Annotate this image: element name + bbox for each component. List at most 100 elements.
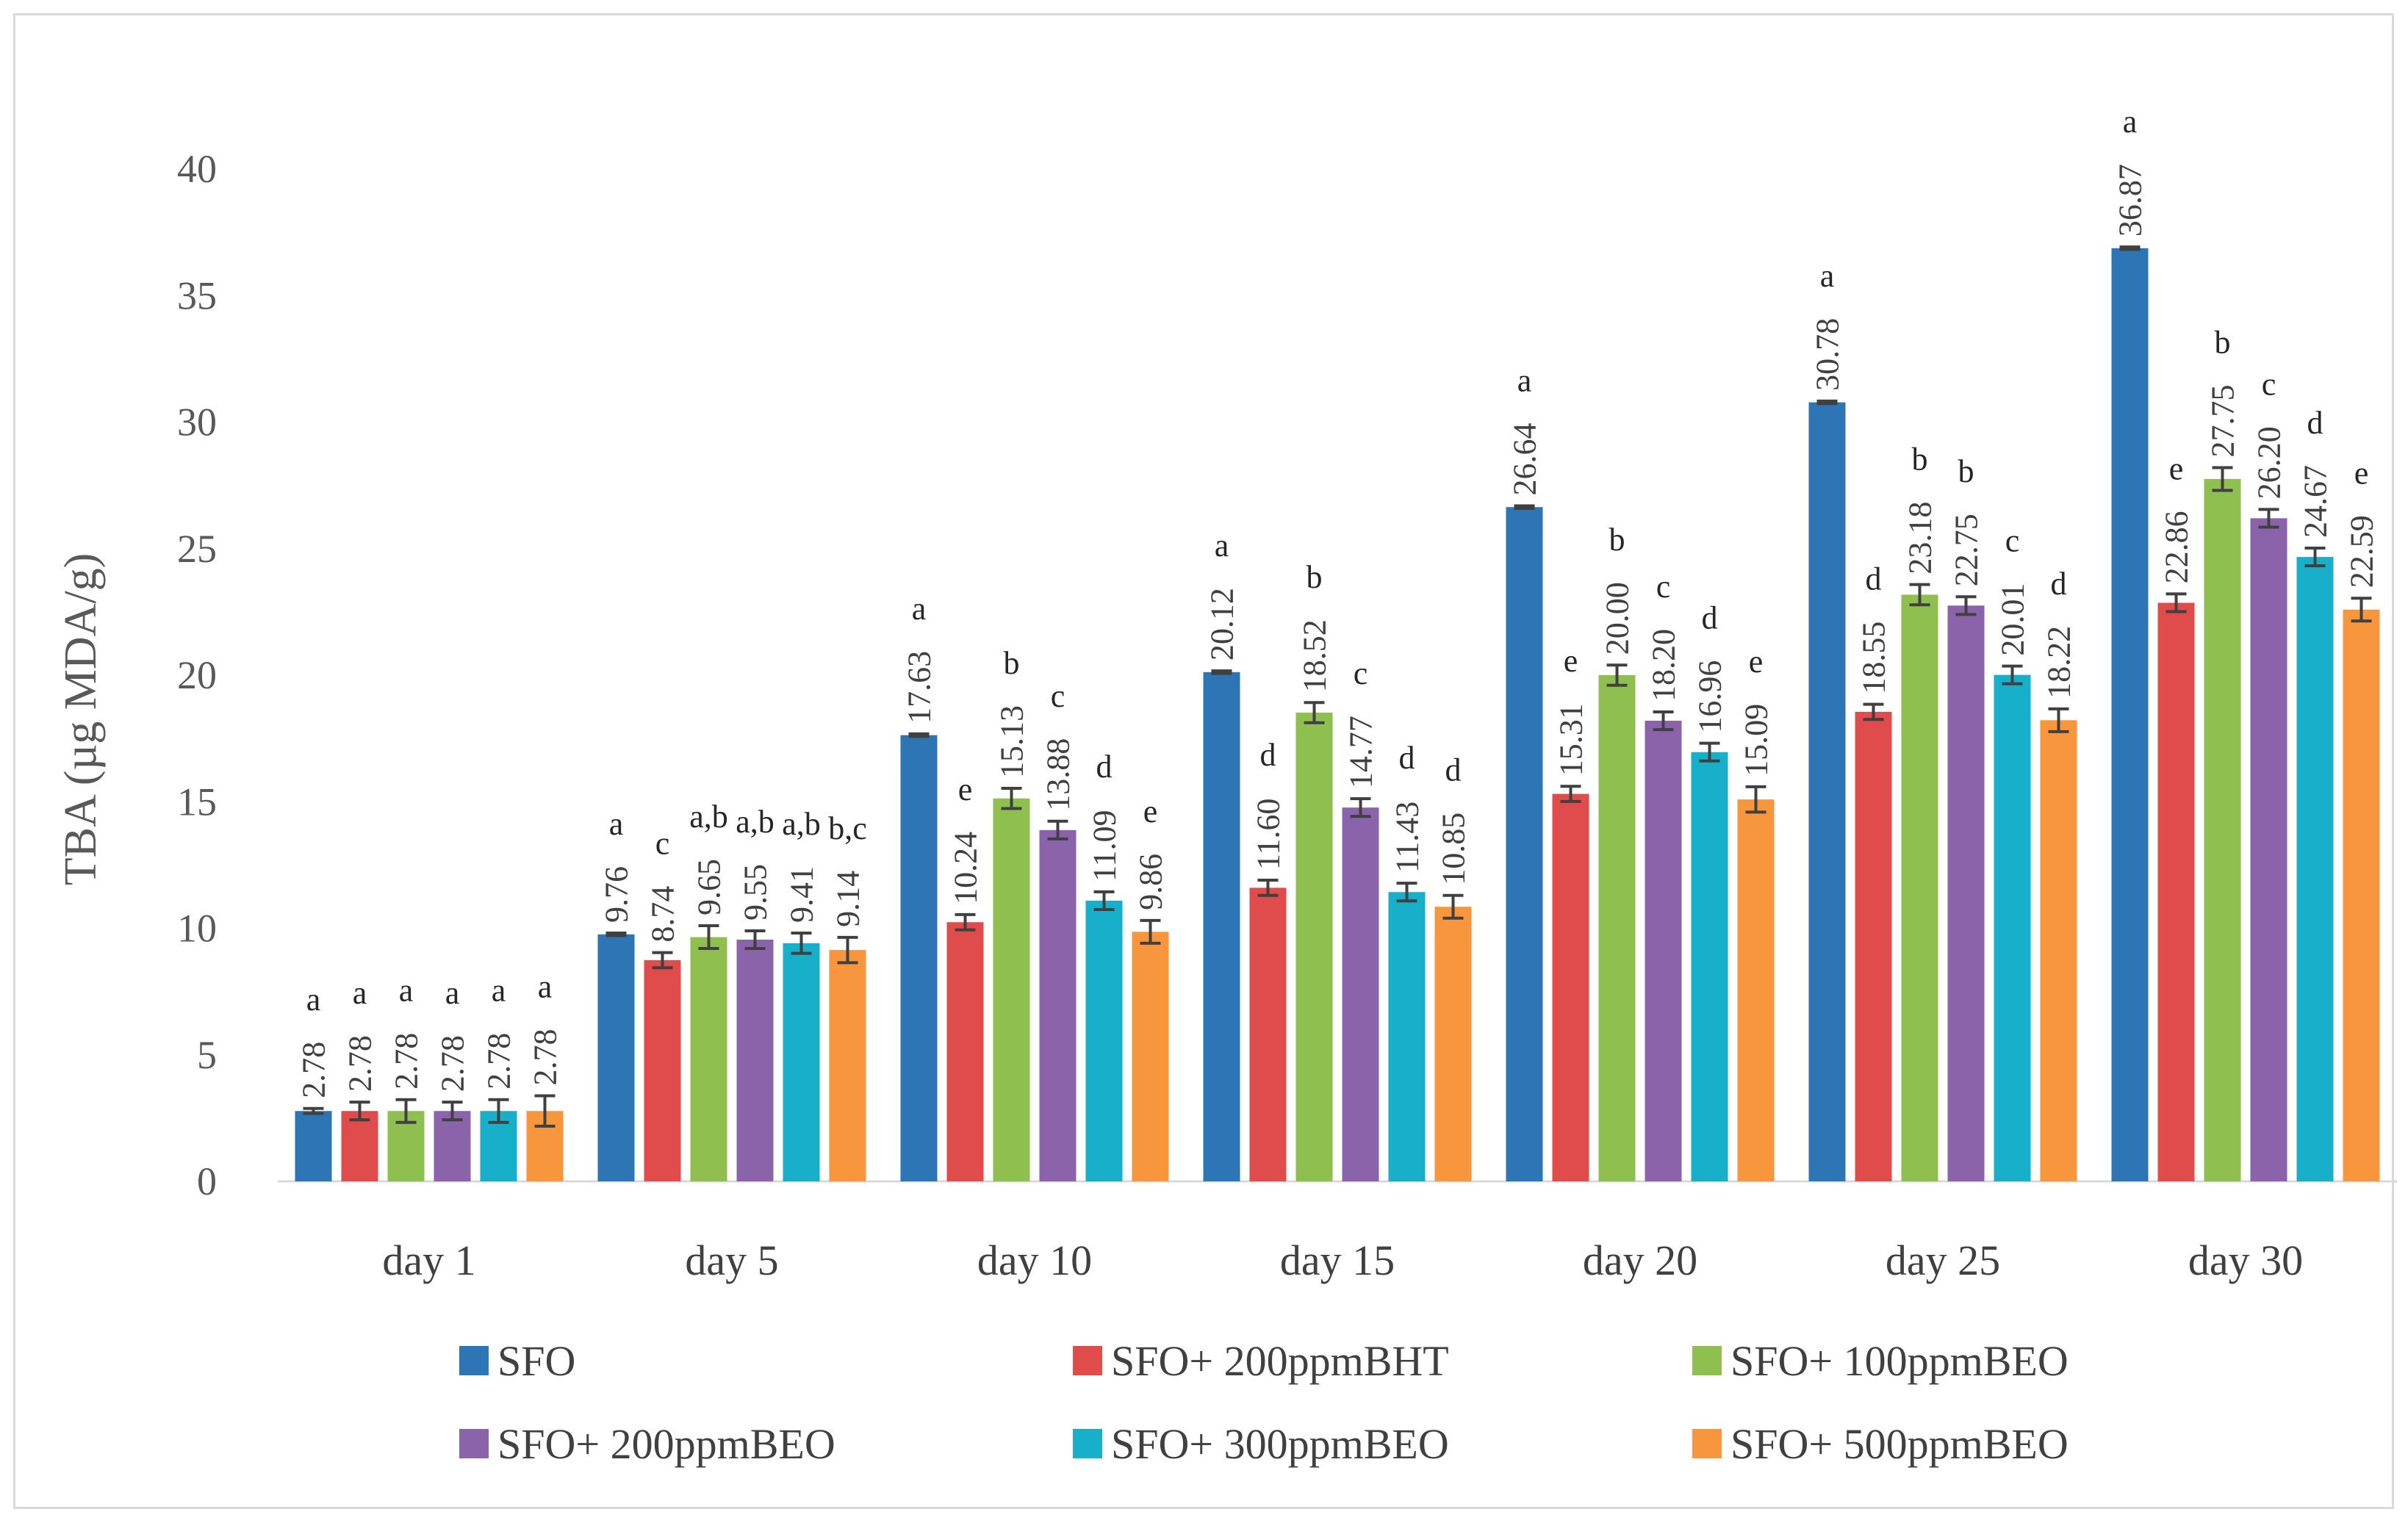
data-label: 11.09	[1087, 810, 1123, 882]
data-label: 9.65	[691, 859, 727, 915]
bar	[829, 950, 866, 1181]
data-label: 20.00	[1600, 582, 1636, 655]
significance-letter: d	[1096, 749, 1113, 785]
error-bar	[1863, 702, 1884, 721]
x-axis-categories: day 1 day 5 day 10 day 15 day 20 day 25 day 30	[382, 1236, 2303, 1284]
x-category-label: day 25	[1886, 1236, 2000, 1284]
bar	[295, 1111, 332, 1181]
error-bar	[1514, 504, 1535, 510]
bar	[1598, 675, 1636, 1181]
significance-letter: c	[2262, 366, 2276, 402]
data-label: 18.20	[1646, 629, 1682, 702]
error-bar	[908, 732, 930, 738]
bar	[1249, 887, 1287, 1181]
significance-letter: c	[1656, 569, 1671, 605]
bar	[2040, 720, 2077, 1181]
significance-letter: e	[1143, 793, 1158, 829]
legend-item: SFO	[459, 1337, 575, 1385]
value-labels: 2.78 2.78 2.78 2.78 2.78 2.78 9.76 8.74 9.65 9.55…	[296, 164, 2380, 1098]
data-label: 2.78	[481, 1033, 517, 1090]
data-label: 11.60	[1251, 799, 1287, 870]
bar	[2250, 518, 2287, 1181]
bar	[1855, 711, 1892, 1181]
significance-letter: a	[1820, 258, 1835, 294]
data-label: 9.76	[599, 866, 635, 923]
error-bar	[2212, 466, 2233, 492]
legend-label: SFO	[497, 1337, 575, 1385]
data-label: 10.85	[1436, 813, 1472, 885]
data-label: 2.78	[296, 1042, 332, 1098]
bar	[2111, 248, 2149, 1181]
bar	[946, 922, 984, 1181]
data-label: 8.74	[645, 886, 681, 943]
error-bar	[1304, 701, 1325, 724]
data-label: 22.59	[2344, 515, 2380, 588]
significance-letter: b	[1307, 559, 1323, 595]
legend-item: SFO+ 100ppmBEO	[1692, 1337, 2069, 1385]
legend: SFO SFO+ 200ppmBHT SFO+ 100ppmBEO SFO+ 200p…	[459, 1337, 2069, 1468]
data-label: 18.22	[2041, 626, 2077, 699]
significance-letter: c	[1051, 678, 1065, 714]
legend-swatch	[1692, 1429, 1722, 1458]
data-label: 2.78	[389, 1033, 425, 1090]
data-label: 26.20	[2251, 426, 2287, 499]
bar	[644, 959, 681, 1181]
significance-letter: e	[958, 771, 973, 807]
significance-letter: b	[1912, 442, 1928, 478]
y-tick-label: 10	[177, 907, 217, 951]
data-label: 11.43	[1390, 802, 1426, 873]
y-tick-label: 0	[197, 1159, 217, 1203]
significance-letter: d	[2051, 566, 2067, 602]
error-bar	[698, 924, 719, 951]
bar	[1506, 507, 1543, 1181]
bar	[1901, 594, 1938, 1181]
error-bar	[1396, 882, 1417, 903]
bars	[295, 248, 2380, 1181]
legend-swatch	[459, 1429, 489, 1458]
significance-letter: d	[1260, 737, 1276, 773]
legend-swatch	[459, 1346, 489, 1375]
significance-letter: b	[1958, 453, 1974, 489]
significance-letter: a	[609, 806, 624, 842]
y-tick-label: 20	[177, 653, 217, 697]
error-bar	[2002, 664, 2023, 685]
error-bar	[2048, 707, 2069, 733]
significance-letter: d	[2307, 405, 2323, 441]
data-label: 16.96	[1692, 660, 1728, 733]
data-label: 9.41	[784, 866, 820, 923]
x-category-label: day 20	[1583, 1236, 1697, 1284]
data-label: 15.09	[1739, 704, 1775, 777]
y-axis-ticks: 0 5 10 15 20 25 30 35 40	[177, 147, 217, 1203]
legend-swatch	[1692, 1346, 1722, 1375]
bar	[341, 1111, 378, 1181]
significance-letter: a	[306, 982, 321, 1018]
y-tick-label: 30	[177, 400, 217, 444]
legend-item: SFO+ 300ppmBEO	[1073, 1420, 1449, 1468]
legend-item: SFO+ 500ppmBEO	[1692, 1420, 2069, 1468]
error-bar	[744, 929, 766, 951]
significance-letter: c	[1354, 655, 1368, 691]
significance-letter: b	[1004, 645, 1020, 681]
significance-letter: a	[912, 591, 927, 627]
legend-item: SFO+ 200ppmBEO	[459, 1420, 835, 1468]
significance-letter: a	[1215, 528, 1229, 564]
significance-letter: e	[1749, 644, 1764, 680]
bar	[2204, 479, 2241, 1181]
data-label: 26.64	[1507, 423, 1543, 496]
data-label: 18.55	[1856, 622, 1892, 694]
error-bars	[303, 245, 2372, 1128]
x-category-label: day 1	[382, 1236, 475, 1284]
legend-item: SFO+ 200ppmBHT	[1073, 1337, 1449, 1385]
error-bar	[1093, 890, 1115, 912]
error-bar	[1816, 399, 1838, 406]
bar	[434, 1111, 471, 1181]
error-bar	[1350, 797, 1371, 818]
bar	[993, 798, 1030, 1181]
bar	[900, 735, 938, 1181]
error-bar	[1909, 583, 1930, 607]
bar	[1691, 752, 1728, 1181]
error-bar	[488, 1098, 509, 1124]
data-label: 36.87	[2113, 164, 2149, 237]
